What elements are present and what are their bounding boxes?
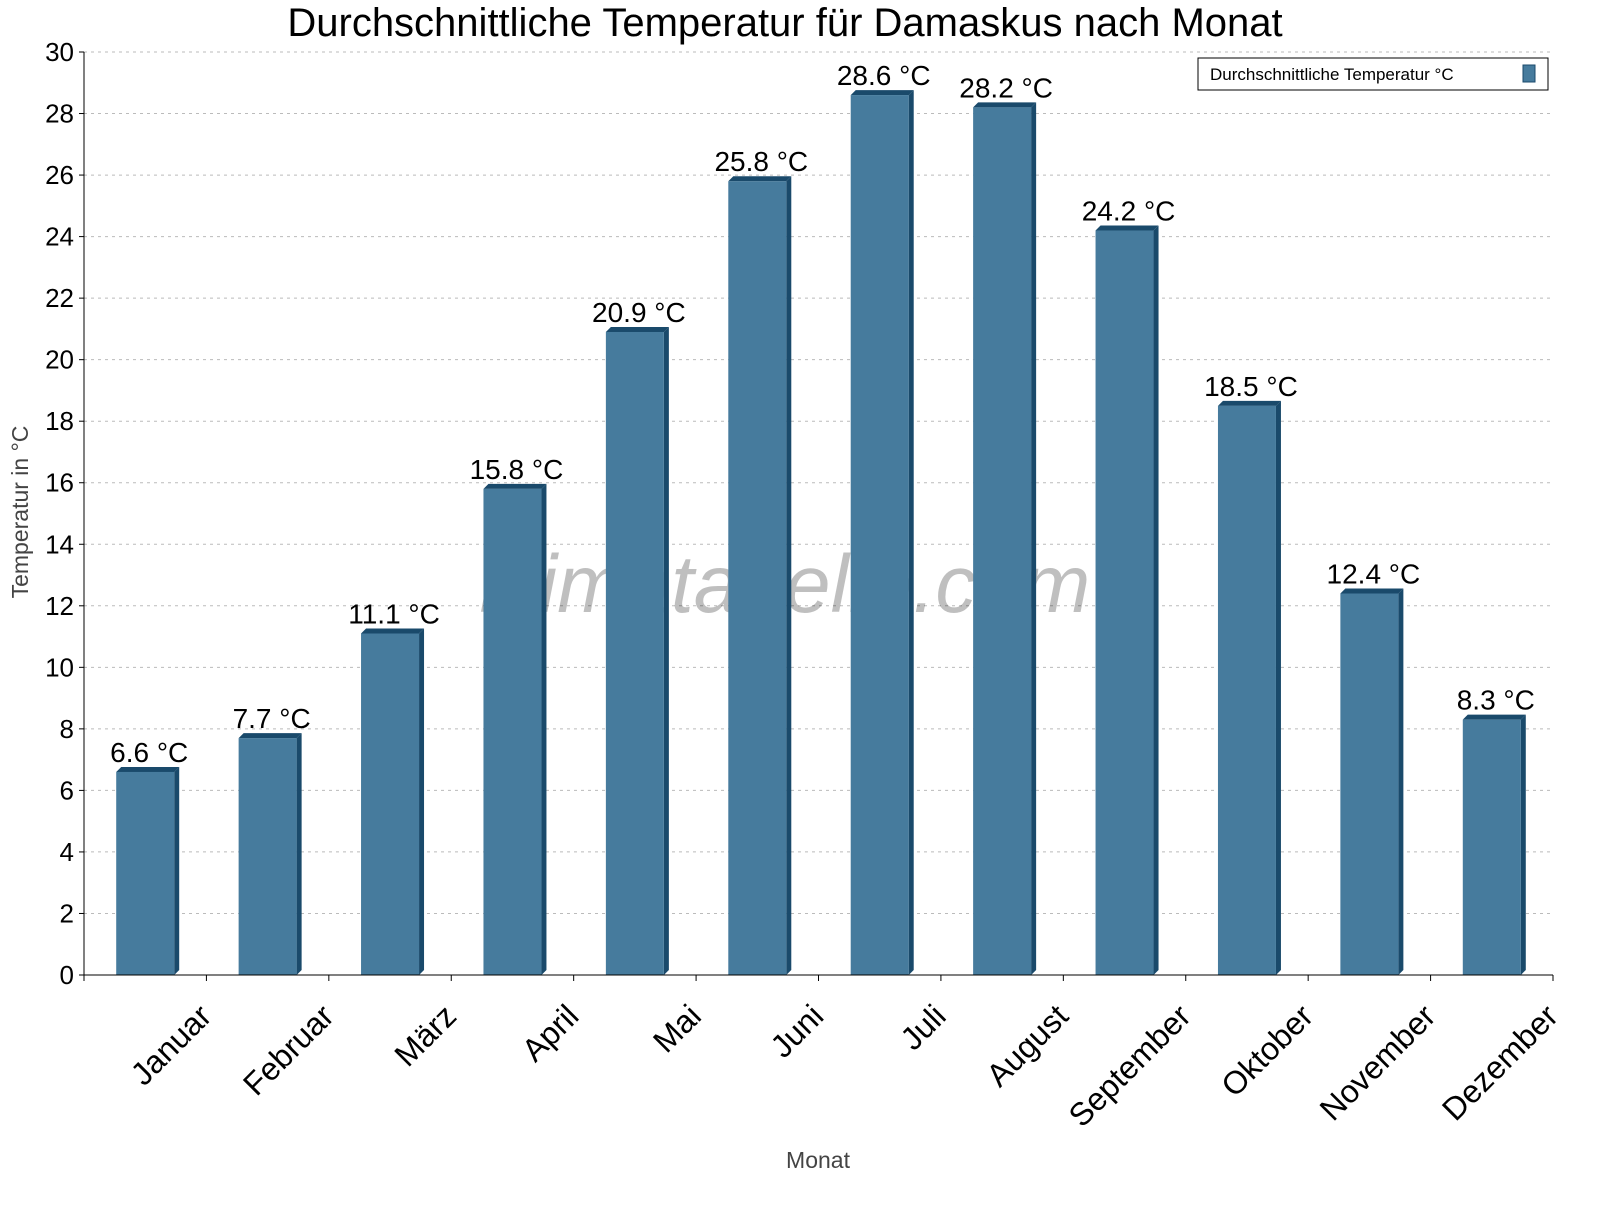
data-label: 12.4 °C xyxy=(1327,558,1421,589)
bar xyxy=(973,107,1032,975)
bar-top xyxy=(483,483,547,489)
bar-top xyxy=(605,326,669,332)
data-label: 6.6 °C xyxy=(110,737,188,768)
bar-side xyxy=(1520,714,1526,975)
bar-group: 28.6 °C xyxy=(837,60,931,975)
bar-side xyxy=(1398,588,1404,975)
x-tick-label: März xyxy=(387,998,463,1074)
bar-side xyxy=(908,90,914,975)
y-tick-label: 8 xyxy=(60,714,74,744)
bar xyxy=(1095,230,1154,976)
bar xyxy=(605,331,664,975)
data-label: 28.6 °C xyxy=(837,60,931,91)
bar-side xyxy=(1031,102,1037,975)
data-label: 28.2 °C xyxy=(959,72,1053,103)
bar-group: 20.9 °C xyxy=(592,297,686,975)
x-tick-label: Juli xyxy=(893,998,952,1057)
x-axis-label: Monat xyxy=(786,1147,851,1173)
bar-group: 24.2 °C xyxy=(1082,195,1176,976)
y-tick-label: 18 xyxy=(45,406,74,436)
x-tick-label: August xyxy=(979,998,1075,1094)
x-tick-label: Oktober xyxy=(1214,997,1320,1103)
data-label: 18.5 °C xyxy=(1204,371,1298,402)
y-tick-label: 2 xyxy=(60,898,74,928)
bar xyxy=(1217,405,1276,976)
x-tick-label: Juni xyxy=(763,998,830,1065)
bar xyxy=(728,181,787,976)
y-tick-label: 16 xyxy=(45,468,74,498)
bar-top xyxy=(1095,225,1159,231)
x-tick-label: Mai xyxy=(646,998,708,1060)
x-tick-label: Januar xyxy=(124,997,219,1092)
legend: Durchschnittliche Temperatur °C xyxy=(1197,57,1549,91)
y-tick-label: 12 xyxy=(45,591,74,621)
y-tick-label: 22 xyxy=(45,283,74,313)
x-tick-label: April xyxy=(515,998,586,1069)
bar-top xyxy=(116,766,180,772)
x-tick-label: November xyxy=(1313,997,1443,1127)
bar-side xyxy=(663,326,669,975)
bar-top xyxy=(973,102,1037,108)
bar-group: 15.8 °C xyxy=(470,454,564,975)
y-tick-label: 30 xyxy=(45,37,74,67)
bar xyxy=(1340,593,1399,975)
legend-swatch xyxy=(1522,64,1536,83)
data-label: 15.8 °C xyxy=(470,454,564,485)
legend-label: Durchschnittliche Temperatur °C xyxy=(1210,65,1454,84)
bar-side xyxy=(419,628,425,975)
bar-top xyxy=(728,176,792,182)
data-label: 11.1 °C xyxy=(348,598,440,629)
data-label: 20.9 °C xyxy=(592,297,686,328)
bar-side xyxy=(1275,400,1281,976)
bar-group: 25.8 °C xyxy=(714,146,808,976)
chart-title: Durchschnittliche Temperatur für Damasku… xyxy=(287,1,1282,45)
data-label: 8.3 °C xyxy=(1457,685,1535,716)
y-tick-label: 20 xyxy=(45,345,74,375)
bar xyxy=(361,633,420,975)
data-label: 25.8 °C xyxy=(714,146,808,177)
bar xyxy=(1462,719,1521,975)
y-axis-label: Temperatur in °C xyxy=(7,426,33,599)
bar-group: 28.2 °C xyxy=(959,72,1053,975)
y-tick-label: 4 xyxy=(60,837,74,867)
bar-top xyxy=(1217,400,1281,406)
bar-side xyxy=(1153,225,1159,976)
bar xyxy=(238,738,297,975)
y-tick-label: 14 xyxy=(45,529,74,559)
bar xyxy=(850,95,909,975)
bar xyxy=(116,771,175,975)
bar-top xyxy=(850,90,914,96)
y-tick-label: 6 xyxy=(60,775,74,805)
bar-group: 7.7 °C xyxy=(233,703,311,975)
y-tick-label: 10 xyxy=(45,652,74,682)
bar-top xyxy=(1462,714,1526,720)
data-label: 7.7 °C xyxy=(233,703,311,734)
bar-top xyxy=(1340,588,1404,594)
bar-side xyxy=(296,733,302,975)
bar-top xyxy=(238,733,302,739)
bar-group: 12.4 °C xyxy=(1327,558,1421,975)
y-tick-label: 26 xyxy=(45,160,74,190)
bar-group: 18.5 °C xyxy=(1204,371,1298,976)
bar-side xyxy=(786,176,792,976)
bar-group: 6.6 °C xyxy=(110,737,188,975)
data-label: 24.2 °C xyxy=(1082,195,1176,226)
bar-group: 8.3 °C xyxy=(1457,685,1535,975)
x-tick-label: Februar xyxy=(236,997,341,1102)
y-tick-label: 0 xyxy=(60,960,74,990)
x-tick-label: Dezember xyxy=(1435,997,1565,1127)
bar-side xyxy=(541,483,547,975)
bar-top xyxy=(361,628,425,634)
y-tick-label: 24 xyxy=(45,222,74,252)
bar-side xyxy=(174,766,180,975)
x-tick-label: September xyxy=(1061,997,1197,1133)
bar-group: 11.1 °C xyxy=(348,598,440,975)
bar xyxy=(483,488,542,975)
y-tick-label: 28 xyxy=(45,99,74,129)
